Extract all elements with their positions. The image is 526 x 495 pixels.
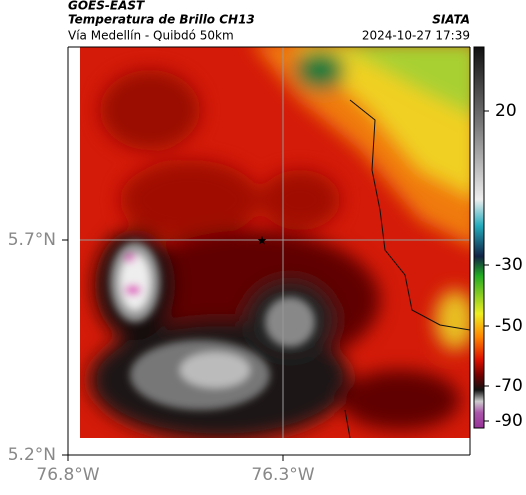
colorbar — [473, 46, 485, 429]
title: Temperatura de Brillo CH13 — [68, 13, 255, 27]
lat-label: 5.7°N — [8, 230, 56, 250]
lon-label: 76.3°W — [251, 465, 314, 485]
colorbar-label: -30 — [495, 255, 523, 275]
brand: SIATA — [432, 13, 470, 27]
datetime: 2024-10-27 17:39 — [362, 29, 470, 43]
source: GOES-EAST — [68, 0, 145, 13]
colorbar-label: -50 — [495, 316, 523, 336]
lat-label: 5.2°N — [8, 445, 56, 465]
svg-text:★: ★ — [257, 234, 268, 248]
lon-label: 76.8°W — [36, 465, 99, 485]
satellite-image: ★ — [80, 47, 470, 438]
colorbar-label: 20 — [495, 101, 517, 121]
colorbar-label: -90 — [495, 411, 523, 431]
colorbar-label: -70 — [495, 376, 523, 396]
subtitle: Vía Medellín - Quibdó 50km — [68, 29, 234, 43]
